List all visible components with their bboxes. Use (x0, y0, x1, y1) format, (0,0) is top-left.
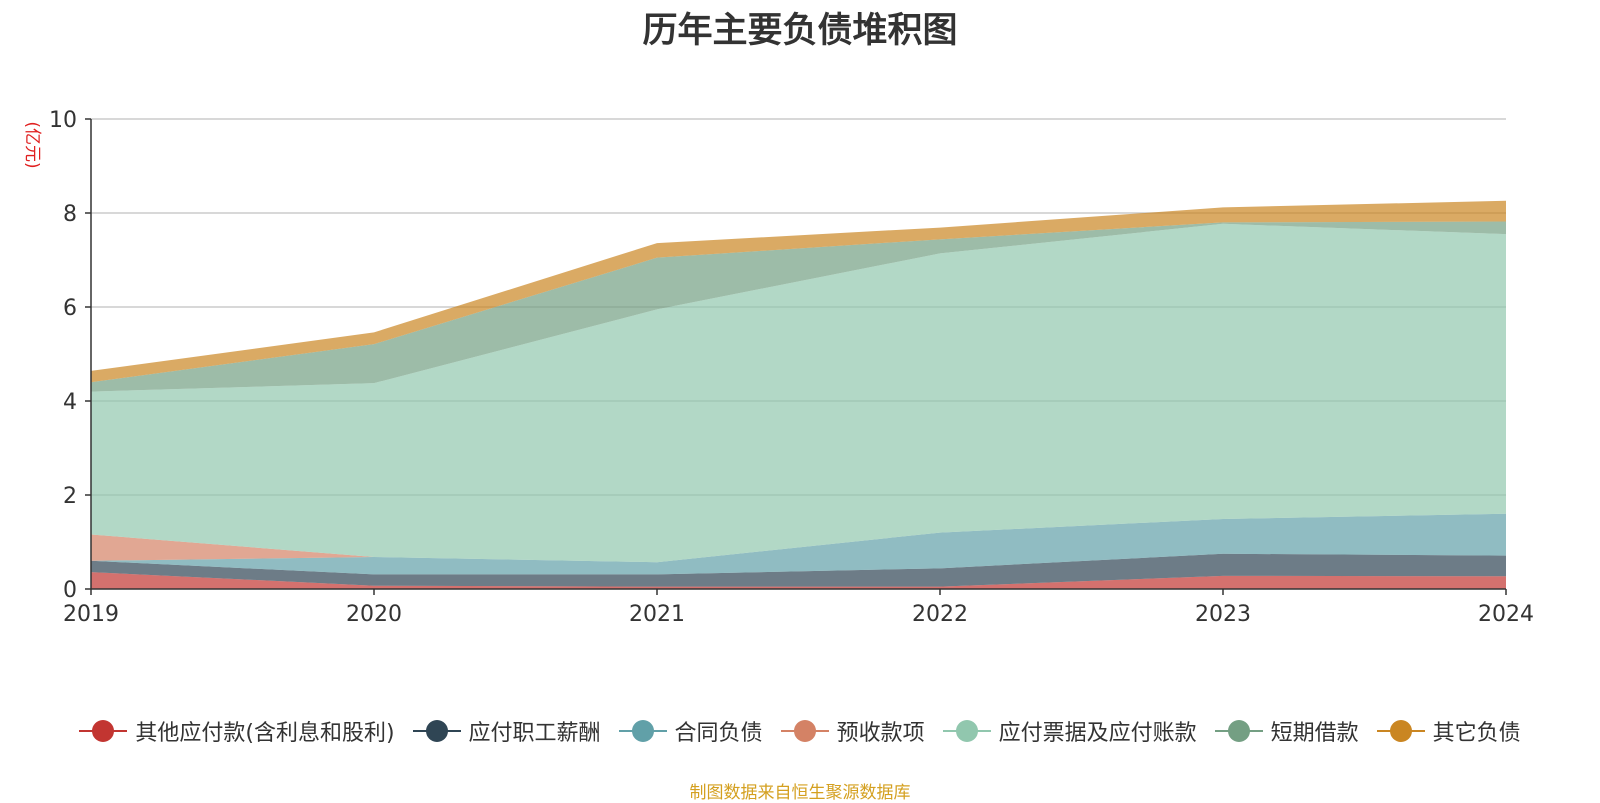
x-tick-label: 2020 (346, 602, 402, 627)
area-series-3 (91, 513, 1506, 563)
legend-marker-icon (942, 720, 991, 742)
legend-label: 其他应付款(含利息和股利) (135, 721, 395, 746)
x-tick-label: 2022 (912, 602, 968, 627)
legend-label: 其它负债 (1432, 721, 1521, 746)
legend-item-4[interactable]: 应付票据及应付账款 (942, 715, 1197, 747)
area-series-6 (91, 200, 1506, 383)
legend-label: 应付职工薪酬 (468, 721, 601, 746)
legend-marker-icon (412, 720, 461, 742)
legend-label: 预收款项 (836, 721, 925, 746)
legend-marker-icon (618, 720, 667, 742)
legend-item-2[interactable]: 合同负债 (618, 715, 763, 747)
y-tick-label: 2 (63, 484, 77, 509)
x-tick-label: 2023 (1195, 602, 1251, 627)
stacked-areas (91, 200, 1506, 589)
legend-item-6[interactable]: 其它负债 (1376, 715, 1521, 747)
legend-marker-icon (780, 720, 829, 742)
legend-label: 合同负债 (674, 721, 763, 746)
area-series-5 (91, 221, 1506, 392)
x-tick-label: 2024 (1478, 602, 1534, 627)
y-tick-label: 4 (63, 390, 77, 415)
legend-marker-icon (79, 720, 128, 742)
legend-item-5[interactable]: 短期借款 (1214, 715, 1359, 747)
area-series-1 (91, 553, 1506, 587)
y-tick-label: 6 (63, 296, 77, 321)
chart-title: 历年主要负债堆积图 (642, 11, 958, 51)
y-tick-label: 0 (63, 578, 77, 603)
legend-label: 短期借款 (1270, 721, 1359, 746)
y-tick-label: 10 (49, 108, 77, 133)
area-series-0 (91, 572, 1506, 589)
legend: 其他应付款(含利息和股利) 应付职工薪酬 合同负债 预收款项 应付票据及应付账款 短期借款… (0, 715, 1600, 747)
legend-item-3[interactable]: 预收款项 (780, 715, 925, 747)
y-axis-unit-label: (亿元) (22, 121, 42, 168)
x-tick-label: 2019 (63, 602, 119, 627)
x-tick-label: 2021 (629, 602, 685, 627)
y-tick-label: 8 (63, 202, 77, 227)
legend-item-0[interactable]: 其他应付款(含利息和股利) (79, 715, 395, 747)
area-series-4 (91, 223, 1506, 563)
legend-item-1[interactable]: 应付职工薪酬 (412, 715, 601, 747)
legend-marker-icon (1376, 720, 1425, 742)
axes: 0 2 4 6 8 10 2019 2020 2021 2022 2023 2024 (49, 108, 1534, 627)
legend-label: 应付票据及应付账款 (998, 721, 1197, 746)
source-note: 制图数据来自恒生聚源数据库 (689, 783, 911, 803)
legend-marker-icon (1214, 720, 1263, 742)
area-series-2 (91, 513, 1506, 575)
